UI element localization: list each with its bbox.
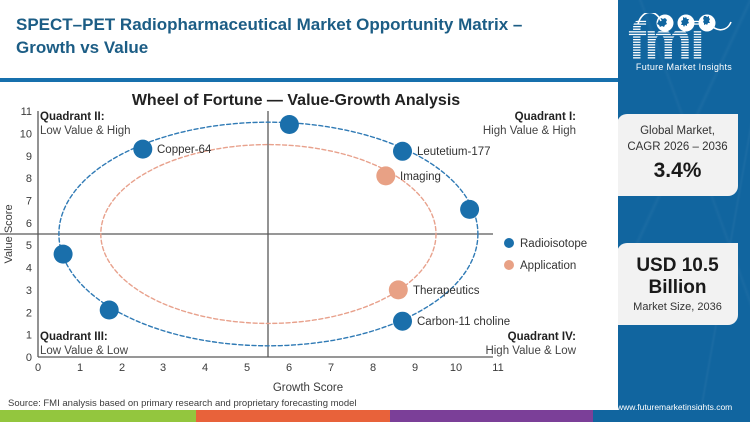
svg-text:Quadrant II:: Quadrant II: bbox=[40, 111, 105, 123]
svg-text:Imaging: Imaging bbox=[400, 171, 441, 183]
svg-text:8: 8 bbox=[370, 362, 376, 374]
svg-text:Therapeutics: Therapeutics bbox=[413, 285, 480, 297]
svg-text:Value Score: Value Score bbox=[3, 204, 15, 263]
svg-text:Quadrant IV:: Quadrant IV: bbox=[508, 331, 576, 343]
svg-text:11: 11 bbox=[492, 362, 503, 374]
svg-text:9: 9 bbox=[412, 362, 418, 374]
svg-text:3: 3 bbox=[160, 362, 166, 374]
svg-text:7: 7 bbox=[328, 362, 334, 374]
svg-text:11: 11 bbox=[21, 106, 32, 118]
svg-text:0: 0 bbox=[35, 362, 41, 374]
svg-text:1: 1 bbox=[77, 362, 83, 374]
svg-text:3: 3 bbox=[26, 285, 32, 297]
svg-text:8: 8 bbox=[26, 173, 32, 185]
svg-text:Leutetium-177: Leutetium-177 bbox=[417, 146, 491, 158]
svg-text:High Value & High: High Value & High bbox=[483, 125, 576, 137]
svg-text:0: 0 bbox=[26, 352, 32, 364]
svg-text:Low Value & Low: Low Value & Low bbox=[40, 345, 129, 357]
svg-text:Growth Score: Growth Score bbox=[273, 382, 343, 394]
svg-text:5: 5 bbox=[244, 362, 250, 374]
svg-text:High Value & Low: High Value & Low bbox=[485, 345, 576, 357]
svg-text:Application: Application bbox=[520, 260, 576, 272]
svg-text:4: 4 bbox=[202, 362, 208, 374]
svg-text:Carbon-11 choline: Carbon-11 choline bbox=[417, 316, 510, 328]
svg-text:5: 5 bbox=[26, 240, 32, 252]
svg-text:2: 2 bbox=[119, 362, 125, 374]
svg-text:Radioisotope: Radioisotope bbox=[520, 238, 587, 250]
svg-text:7: 7 bbox=[26, 196, 32, 208]
svg-text:1: 1 bbox=[26, 330, 32, 342]
svg-text:6: 6 bbox=[26, 218, 32, 230]
svg-text:Wheel of Fortune — Value-Growt: Wheel of Fortune — Value-Growth Analysis bbox=[132, 92, 460, 109]
svg-text:Copper-64: Copper-64 bbox=[157, 144, 212, 156]
svg-text:Quadrant III:: Quadrant III: bbox=[40, 331, 108, 343]
svg-text:6: 6 bbox=[286, 362, 292, 374]
svg-text:10: 10 bbox=[450, 362, 462, 374]
svg-text:Quadrant I:: Quadrant I: bbox=[515, 111, 576, 123]
svg-text:Low Value & High: Low Value & High bbox=[40, 125, 131, 137]
svg-text:4: 4 bbox=[26, 263, 32, 275]
svg-text:10: 10 bbox=[20, 129, 32, 141]
svg-text:2: 2 bbox=[26, 307, 32, 319]
svg-text:9: 9 bbox=[26, 151, 32, 163]
